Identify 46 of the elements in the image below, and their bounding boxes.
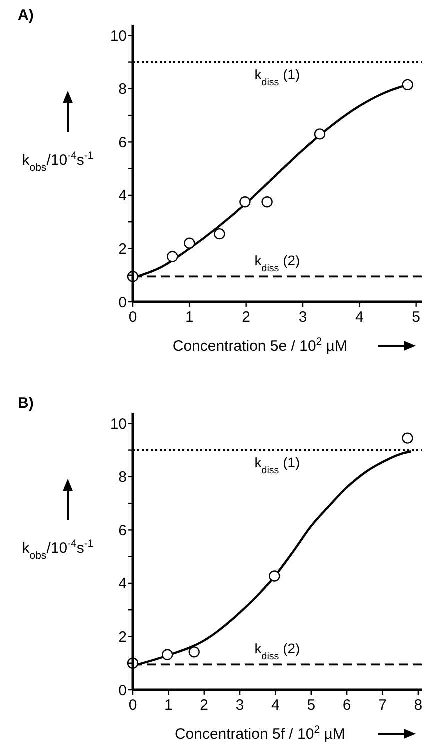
x-tick-label: 7 <box>378 697 387 714</box>
x-axis-title: Concentration 5f / 10$^{2}$ µM <box>174 724 346 743</box>
point <box>162 649 174 660</box>
y-tick-label: 0 <box>118 294 127 312</box>
point <box>402 432 414 444</box>
y-tick-label: 8 <box>118 81 127 98</box>
y-tick-label: 10 <box>110 28 127 45</box>
x-tick-label: 5 <box>412 309 421 326</box>
x-tick-label: 2 <box>242 309 251 326</box>
ref-line-label: k$_{diss}$ (1) <box>254 66 300 88</box>
y-tick-label: 6 <box>118 522 127 540</box>
y-tick-label: 6 <box>118 134 127 152</box>
ref-line-label: k$_{diss}$ (2) <box>254 640 300 662</box>
x-tick-label: 4 <box>355 309 364 326</box>
x-tick-label: 2 <box>200 697 209 714</box>
y-tick-label: 0 <box>118 682 127 700</box>
x-tick-label: 6 <box>342 697 352 714</box>
x-tick-label: 4 <box>272 697 280 714</box>
x-tick-label: 1 <box>164 697 173 714</box>
point <box>214 228 226 240</box>
ref-line-label: k$_{diss}$ (2) <box>254 252 300 274</box>
x-tick-label: 5 <box>307 697 316 714</box>
point <box>240 196 251 208</box>
x-tick-label: 3 <box>298 309 308 326</box>
point <box>402 79 414 91</box>
point <box>184 238 196 250</box>
point <box>188 646 200 658</box>
chart-title: A) <box>18 7 34 24</box>
y-axis-title: k$_{obs}$/10$^{-4}$s$^{-1}$ <box>22 538 94 562</box>
x-tick-label: 8 <box>414 697 423 714</box>
point <box>167 251 178 262</box>
ref-line-label: k$_{diss}$ (1) <box>254 454 300 476</box>
chart-title: B) <box>18 395 34 412</box>
y-axis-title: k$_{obs}$/10$^{-4}$s$^{-1}$ <box>22 150 94 174</box>
y-tick-label: 8 <box>118 469 127 486</box>
y-tick-label: 2 <box>118 240 127 258</box>
x-tick-label: 3 <box>236 697 244 714</box>
point <box>262 196 273 208</box>
point <box>314 128 326 140</box>
point <box>269 570 280 582</box>
y-tick-label: 10 <box>110 416 127 433</box>
y-tick-label: 2 <box>118 628 127 646</box>
x-tick-label: 1 <box>185 309 194 326</box>
y-tick-label: 4 <box>118 188 127 205</box>
y-tick-label: 4 <box>118 576 127 593</box>
x-axis-title: Concentration 5e / 10$^{2}$ µM <box>172 336 348 355</box>
